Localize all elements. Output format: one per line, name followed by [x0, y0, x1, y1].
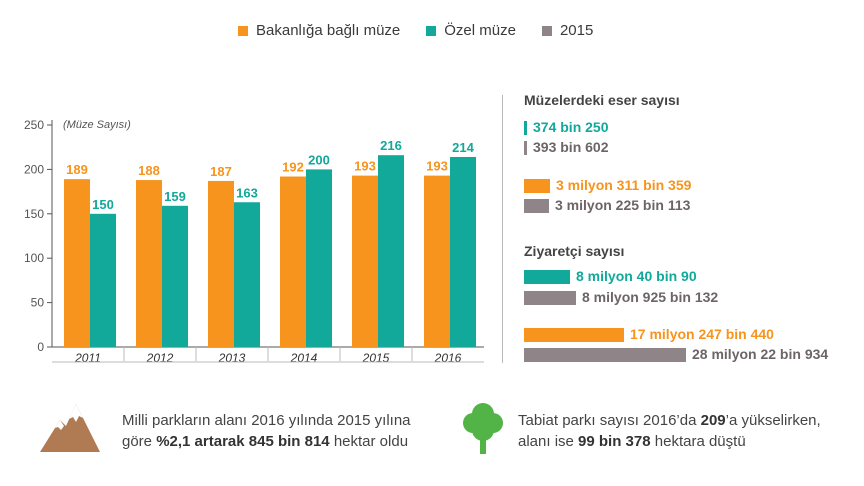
- parks-text-1: Milli parkların alanı 2016 yılında 2015 …: [122, 412, 411, 429]
- artifacts-bar: [524, 121, 527, 135]
- bar: [136, 180, 162, 347]
- artifacts-bar: [524, 179, 550, 193]
- artifacts-value: 3 milyon 311 bin 359: [556, 177, 692, 193]
- legend-swatch-2015: [541, 25, 552, 36]
- data-label: 193: [426, 159, 448, 174]
- nature-text-3: alanı ise: [518, 433, 579, 450]
- data-label: 214: [452, 140, 474, 155]
- bar: [352, 175, 378, 347]
- visitors-title: Ziyaretçi sayısı: [524, 243, 625, 259]
- data-label: 150: [92, 197, 114, 212]
- data-label: 188: [138, 163, 160, 178]
- visitors-bar: [524, 328, 624, 342]
- data-label: 192: [282, 160, 304, 175]
- y-axis-label: (Müze Sayısı): [63, 119, 131, 131]
- data-label: 216: [380, 138, 402, 153]
- bar: [234, 202, 260, 347]
- y-tick-label: 100: [24, 251, 44, 265]
- visitors-value: 8 milyon 925 bin 132: [582, 289, 719, 305]
- vertical-divider: [502, 95, 503, 363]
- legend-item-ministry: Bakanlığa bağlı müze: [238, 22, 400, 39]
- x-tick-label: 2014: [290, 351, 318, 365]
- bar: [162, 205, 188, 347]
- y-tick-label: 200: [24, 162, 44, 176]
- x-tick-label: 2012: [146, 351, 174, 365]
- visitors-bar: [524, 270, 570, 284]
- x-tick-label: 2016: [434, 351, 462, 365]
- bar: [208, 180, 234, 347]
- data-label: 193: [354, 159, 376, 174]
- visitors-value: 17 milyon 247 bin 440: [630, 326, 774, 342]
- artifacts-value: 374 bin 250: [533, 119, 609, 135]
- legend-swatch-private: [426, 25, 437, 36]
- legend-swatch-ministry: [238, 25, 248, 36]
- artifacts-value: 393 bin 602: [533, 139, 609, 155]
- bar: [424, 175, 450, 347]
- bar: [280, 176, 306, 347]
- bar: [450, 156, 476, 347]
- visitors-value: 8 milyon 40 bin 90: [576, 268, 697, 284]
- legend-label-ministry: Bakanlığa bağlı müze: [256, 22, 401, 39]
- data-label: 163: [236, 185, 258, 200]
- data-label: 187: [210, 164, 232, 179]
- legend-item-2015: 2015: [541, 22, 594, 39]
- bar: [306, 169, 332, 347]
- bar: [64, 179, 90, 347]
- legend-label-private: Özel müze: [444, 22, 516, 39]
- data-label: 200: [308, 152, 330, 167]
- nature-text-2: ’a yükselirken,: [725, 412, 821, 429]
- nature-highlight-count: 209: [700, 412, 726, 429]
- artifacts-title: Müzelerdeki eser sayısı: [524, 92, 680, 108]
- artifacts-value: 3 milyon 225 bin 113: [555, 197, 691, 213]
- legend-label-2015: 2015: [559, 22, 594, 39]
- artifacts-bar: [524, 199, 549, 213]
- data-label: 189: [66, 162, 88, 177]
- parks-highlight: %2,1 artarak 845 bin 814: [156, 433, 330, 450]
- bar: [90, 213, 116, 347]
- nature-highlight-area: 99 bin 378: [578, 433, 651, 450]
- artifacts-bar: [524, 141, 527, 155]
- x-tick-label: 2011: [74, 351, 101, 365]
- y-tick-label: 250: [24, 118, 44, 132]
- visitors-value: 28 milyon 22 bin 934: [692, 346, 829, 362]
- visitors-bar: [524, 291, 576, 305]
- legend-item-private: Özel müze: [426, 22, 516, 39]
- nature-text-1: Tabiat parkı sayısı 2016’da: [518, 412, 701, 429]
- museum-count-bar-chart: 0 50 100 150 200 250 (Müze Sayısı) 189 150 2011 18…: [24, 118, 484, 365]
- nature-parks-note: Tabiat parkı sayısı 2016’da 209’a yüksel…: [518, 410, 821, 452]
- chart-legend: Bakanlığa bağlı müze Özel müze 2015: [238, 22, 593, 39]
- y-tick-label: 50: [31, 296, 45, 310]
- mountain-icon: [40, 404, 100, 452]
- x-tick-label: 2013: [218, 351, 246, 365]
- data-label: 159: [164, 189, 186, 204]
- nature-text-4: hektara düştü: [650, 433, 746, 450]
- visitors-bar: [524, 348, 686, 362]
- national-parks-note: Milli parkların alanı 2016 yılında 2015 …: [122, 410, 411, 452]
- bar: [378, 155, 404, 347]
- y-tick-label: 0: [37, 340, 44, 354]
- parks-text-3: hektar oldu: [329, 433, 409, 450]
- x-tick-label: 2015: [362, 351, 390, 365]
- tree-icon: [463, 403, 503, 454]
- y-tick-label: 150: [24, 207, 44, 221]
- parks-text-2: göre: [122, 433, 157, 450]
